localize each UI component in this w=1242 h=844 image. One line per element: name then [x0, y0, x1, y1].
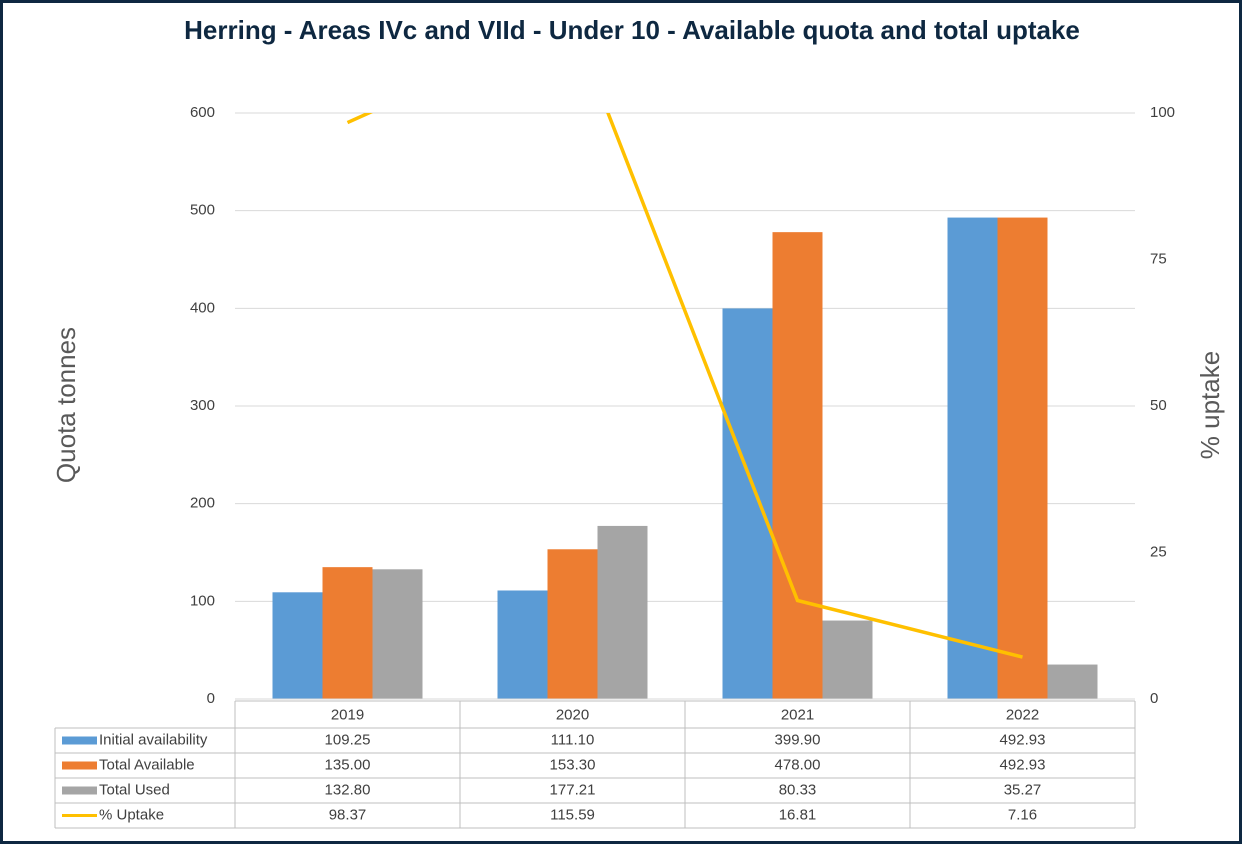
- data-label: 98.37: [329, 806, 367, 823]
- y-tick-label: 600: [190, 104, 215, 121]
- line-layer: [346, 113, 1023, 659]
- data-label: 153.30: [550, 756, 596, 773]
- y2-tick-label: 25: [1150, 543, 1167, 560]
- data-label: 177.21: [550, 781, 596, 798]
- data-label: 478.00: [775, 756, 821, 773]
- bar: [497, 590, 548, 699]
- bar: [772, 232, 823, 700]
- y-tick-label: 400: [190, 299, 215, 316]
- bar: [822, 620, 873, 699]
- y-tick-label: 0: [207, 690, 215, 707]
- y2-tick-label: 50: [1150, 397, 1167, 414]
- data-label: 80.33: [779, 781, 817, 798]
- bar: [547, 549, 598, 699]
- y2-axis-label: % uptake: [1195, 351, 1225, 459]
- data-label: 35.27: [1004, 781, 1042, 798]
- legend-key: [62, 736, 97, 745]
- y2-tick-label: 75: [1150, 250, 1167, 267]
- legend-label: Initial availability: [99, 731, 208, 748]
- data-label: 132.80: [325, 781, 371, 798]
- x-tick-label: 2019: [331, 706, 364, 723]
- chart-title: Herring - Areas IVc and VIId - Under 10 …: [184, 15, 1080, 45]
- data-label: 115.59: [550, 806, 595, 823]
- y-axis-label: Quota tonnes: [51, 327, 81, 483]
- data-label: 399.90: [775, 731, 821, 748]
- legend-label: Total Used: [99, 781, 170, 798]
- y-tick-label: 300: [190, 397, 215, 414]
- y2-tick-label: 100: [1150, 104, 1175, 121]
- bar: [722, 308, 773, 699]
- data-label: 135.00: [325, 756, 371, 773]
- line-series: [346, 113, 1023, 659]
- x-tick-label: 2022: [1006, 706, 1039, 723]
- x-tick-label: 2021: [781, 706, 814, 723]
- y2-tick-label: 0: [1150, 690, 1158, 707]
- legend-label: Total Available: [99, 756, 195, 773]
- legend-label: % Uptake: [99, 806, 164, 823]
- bar: [1047, 664, 1098, 699]
- data-label: 492.93: [1000, 756, 1046, 773]
- y-tick-label: 500: [190, 202, 215, 219]
- y-tick-label: 100: [190, 592, 215, 609]
- data-label: 111.10: [551, 731, 595, 748]
- data-label: 109.25: [325, 731, 371, 748]
- bar: [372, 569, 423, 699]
- data-label: 16.81: [779, 806, 817, 823]
- legend-key: [62, 761, 97, 770]
- data-label: 7.16: [1008, 806, 1037, 823]
- x-tick-label: 2020: [556, 706, 589, 723]
- data-label: 492.93: [1000, 731, 1046, 748]
- bar: [272, 592, 323, 699]
- bar: [997, 217, 1048, 699]
- bar: [322, 567, 373, 699]
- bar: [597, 525, 648, 699]
- legend-key: [62, 786, 97, 795]
- y-tick-label: 200: [190, 495, 215, 512]
- bar: [947, 217, 998, 699]
